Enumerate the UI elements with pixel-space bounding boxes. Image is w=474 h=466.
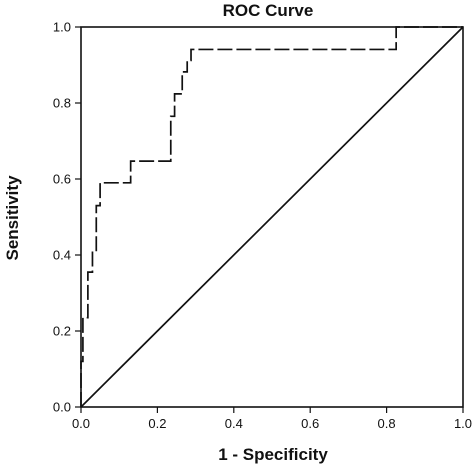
y-axis-title: Sensitivity <box>3 175 22 261</box>
chart-title: ROC Curve <box>223 1 314 20</box>
x-axis: 0.0 0.2 0.4 0.6 0.8 1.0 <box>72 407 472 431</box>
reference-diagonal-line <box>80 26 464 408</box>
y-tick-label: 0.4 <box>53 248 71 263</box>
y-tick-label: 0.6 <box>53 172 71 187</box>
y-tick-label: 0.0 <box>53 400 71 415</box>
y-tick-label: 0.2 <box>53 324 71 339</box>
x-tick-label: 0.6 <box>301 416 319 431</box>
x-tick-label: 0.0 <box>72 416 90 431</box>
y-tick-label: 1.0 <box>53 20 71 35</box>
x-axis-title: 1 - Specificity <box>218 445 328 464</box>
x-tick-label: 0.8 <box>378 416 396 431</box>
roc-curve-line <box>80 26 463 407</box>
y-tick-label: 0.8 <box>53 96 71 111</box>
plot-frame <box>80 26 464 408</box>
x-tick-label: 1.0 <box>454 416 472 431</box>
x-tick-label: 0.2 <box>148 416 166 431</box>
x-tick-label: 0.4 <box>225 416 243 431</box>
y-axis: 0.0 0.2 0.4 0.6 0.8 1.0 <box>53 20 81 415</box>
series-layer <box>80 26 464 408</box>
